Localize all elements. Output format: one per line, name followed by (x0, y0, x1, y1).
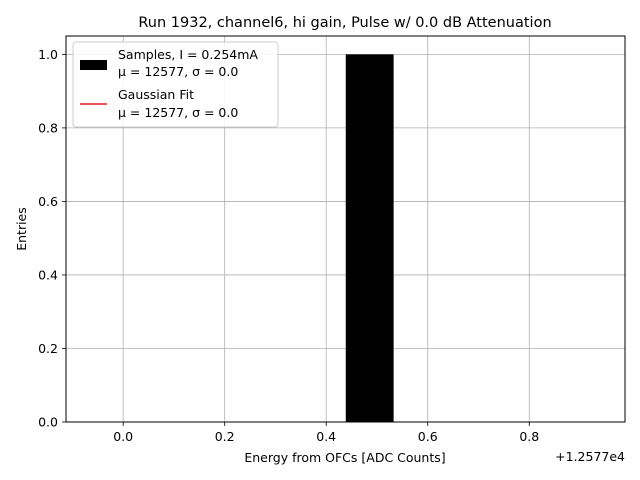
x-axis-ticks: 0.0 0.2 0.4 0.6 0.8 (113, 422, 539, 444)
y-axis-label: Entries (14, 207, 29, 251)
x-tick-label: 0.4 (316, 429, 336, 444)
y-tick-label: 0.6 (38, 194, 58, 209)
y-tick-label: 0.2 (38, 341, 58, 356)
x-axis-label: Energy from OFCs [ADC Counts] (244, 450, 445, 465)
grid-lines (66, 36, 625, 423)
legend-fit-label: Gaussian Fit (118, 87, 194, 102)
histogram-bar (345, 54, 394, 422)
legend-samples-label: Samples, I = 0.254mA (118, 47, 258, 62)
x-axis-offset-label: +1.2577e4 (555, 449, 625, 464)
y-tick-label: 0.4 (38, 267, 58, 282)
x-tick-label: 0.0 (113, 429, 133, 444)
legend-samples-swatch (80, 60, 107, 70)
y-tick-label: 0.8 (38, 120, 58, 135)
plot-frame (65, 35, 626, 423)
legend: Samples, I = 0.254mA μ = 12577, σ = 0.0 … (72, 41, 279, 128)
y-tick-label: 0.0 (38, 415, 58, 430)
histogram-bars (345, 54, 394, 422)
chart-title: Run 1932, channel6, hi gain, Pulse w/ 0.… (138, 15, 551, 31)
legend-fit-stats: μ = 12577, σ = 0.0 (118, 105, 238, 120)
legend-frame (72, 41, 279, 128)
y-axis-ticks: 0.0 0.2 0.4 0.6 0.8 1.0 (38, 47, 66, 430)
x-tick-label: 0.8 (519, 429, 539, 444)
legend-samples-stats: μ = 12577, σ = 0.0 (118, 64, 238, 79)
x-tick-label: 0.6 (418, 429, 438, 444)
x-tick-label: 0.2 (215, 429, 235, 444)
y-tick-label: 1.0 (38, 47, 58, 62)
